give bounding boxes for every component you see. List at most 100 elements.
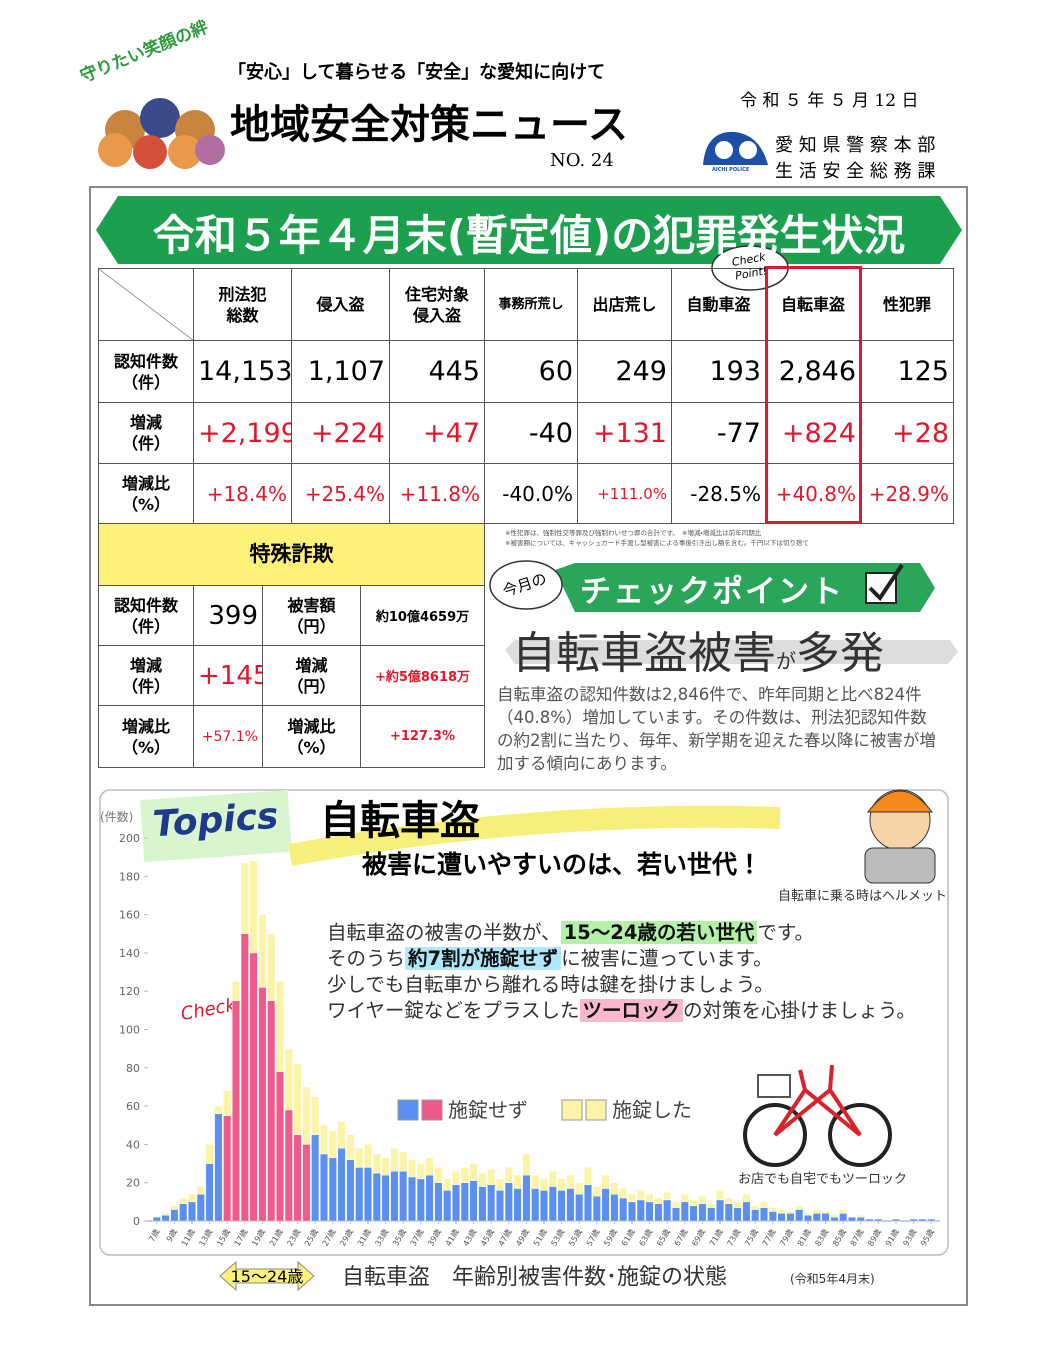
bar: [214, 1113, 223, 1222]
y-tick-label: 200: [119, 832, 140, 845]
row-label: 増減 （円）: [262, 645, 361, 706]
chart-caption-note: (令和5年4月末): [790, 1272, 875, 1286]
text: です。: [757, 921, 814, 944]
legend-label: 施錠せず: [448, 1098, 528, 1122]
y-tick-label: 0: [133, 1215, 140, 1228]
bubble: [489, 560, 563, 610]
bar: [267, 1000, 276, 1222]
x-tick-label: 45歳: [478, 1227, 496, 1248]
tagline: 「安心」して暮らせる「安全」な愛知に向けて: [228, 62, 606, 83]
bar: [566, 1188, 575, 1222]
x-tick-label: 53歳: [549, 1227, 567, 1248]
bar: [399, 1151, 408, 1172]
helmet-caption: 自転車に乗る時はヘルメット: [778, 889, 947, 904]
y-tick-label: 20: [126, 1177, 140, 1190]
frame: [89, 186, 968, 1306]
x-tick-label: 59歳: [601, 1227, 619, 1248]
x-tick-label: 43歳: [461, 1227, 479, 1248]
headline: 自転車盗被害が多発: [512, 617, 884, 681]
range-label: 15～24歳: [231, 1267, 304, 1286]
cell: +111.0%: [577, 463, 672, 524]
headline-bar: [505, 640, 958, 664]
x-tick-label: 85歳: [830, 1227, 848, 1248]
x-tick-label: 57歳: [584, 1227, 602, 1248]
bar: [601, 1188, 610, 1222]
x-tick-label: 75歳: [742, 1227, 760, 1248]
cell: +11.8%: [389, 463, 485, 524]
x-tick-label: 55歳: [566, 1227, 584, 1248]
chart-title: 自転車盗: [320, 798, 480, 844]
bar: [170, 1205, 179, 1210]
chart-caption: 自転車盗 年齢別被害件数･施錠の状態: [342, 1265, 727, 1290]
legend-swatch: [585, 1099, 607, 1121]
bar: [460, 1167, 469, 1183]
bar: [267, 933, 276, 1001]
cell: 60: [484, 340, 578, 403]
row-label: 認知件数 （件）: [98, 340, 194, 403]
cell: -77: [671, 402, 766, 464]
legend-swatch: [561, 1099, 583, 1121]
bar: [513, 1174, 522, 1189]
bar: [663, 1199, 672, 1222]
bar: [707, 1207, 716, 1222]
bar: [469, 1180, 478, 1222]
bar: [232, 981, 240, 1001]
lock-caption: お店でも自宅でもツーロック: [738, 1172, 907, 1187]
text: 自転車盗の被害の半数が、: [327, 921, 561, 944]
bar: [496, 1178, 504, 1191]
x-tick-label: 23歳: [285, 1227, 303, 1248]
bar: [636, 1199, 645, 1222]
row: 増減 （件） +145 増減 （円） +約5億8618万: [98, 645, 485, 706]
bar: [654, 1197, 663, 1204]
highlight: 約7割が施錠せず: [405, 947, 562, 970]
bar: [610, 1193, 619, 1222]
x-tick-label: 49歳: [513, 1227, 531, 1248]
logo-text: AICHI POLICE: [712, 167, 750, 173]
cell: 14,153: [193, 340, 292, 403]
column-header: 自動車盗: [671, 268, 766, 341]
bar: [240, 933, 249, 1222]
text-line: そのうち 約7割が施錠せず に被害に遭っています。: [327, 946, 916, 972]
topics-bg: [140, 789, 292, 863]
cell: +127.3%: [360, 705, 485, 768]
x-tick-label: 83歳: [813, 1227, 831, 1248]
bar: [619, 1197, 628, 1222]
bar: [786, 1213, 795, 1222]
bar: [478, 1186, 487, 1222]
x-tick-label: 61歳: [619, 1227, 637, 1248]
x-tick-label: 79歳: [777, 1227, 795, 1248]
checkpoint-title: チェックポイント: [580, 574, 844, 610]
cell: 399: [193, 585, 263, 646]
bar: [364, 1144, 372, 1168]
bar: [575, 1193, 584, 1222]
bar: [698, 1195, 707, 1204]
x-tick-label: 47歳: [496, 1227, 514, 1248]
text: に被害に遭っています。: [561, 947, 773, 970]
cell: +824: [765, 402, 861, 464]
bar: [856, 1216, 865, 1222]
x-tick-label: 21歳: [267, 1227, 285, 1248]
x-tick-label: 17歳: [232, 1227, 250, 1248]
header-row: 刑法犯 総数 侵入盗 住宅対象 侵入盗 事務所荒し 出店荒し 自動車盗 自転車盗 性犯罪: [98, 268, 954, 341]
bar: [804, 1213, 812, 1216]
x-tick-label: 63歳: [637, 1227, 655, 1248]
crime-table: 刑法犯 総数 侵入盗 住宅対象 侵入盗 事務所荒し 出店荒し 自動車盗 自転車盗 性犯罪 認知件…: [98, 268, 954, 524]
x-tick-label: 77歳: [760, 1227, 778, 1248]
headline-text: が: [776, 649, 796, 673]
y-tick-label: 100: [119, 1024, 140, 1037]
bar: [416, 1178, 425, 1222]
bar: [161, 1215, 170, 1222]
bar: [645, 1193, 654, 1203]
bar: [839, 1213, 848, 1222]
x-tick-label: 15歳: [214, 1227, 232, 1248]
cell: 125: [860, 340, 954, 403]
bar: [390, 1171, 399, 1222]
highlight: ツーロック: [579, 999, 684, 1022]
cell: +18.4%: [193, 463, 292, 524]
bar: [927, 1218, 936, 1222]
y-tick-label: 180: [119, 870, 140, 883]
bar: [733, 1201, 742, 1208]
bar: [592, 1186, 601, 1197]
x-tick-label: 93歳: [901, 1227, 919, 1248]
